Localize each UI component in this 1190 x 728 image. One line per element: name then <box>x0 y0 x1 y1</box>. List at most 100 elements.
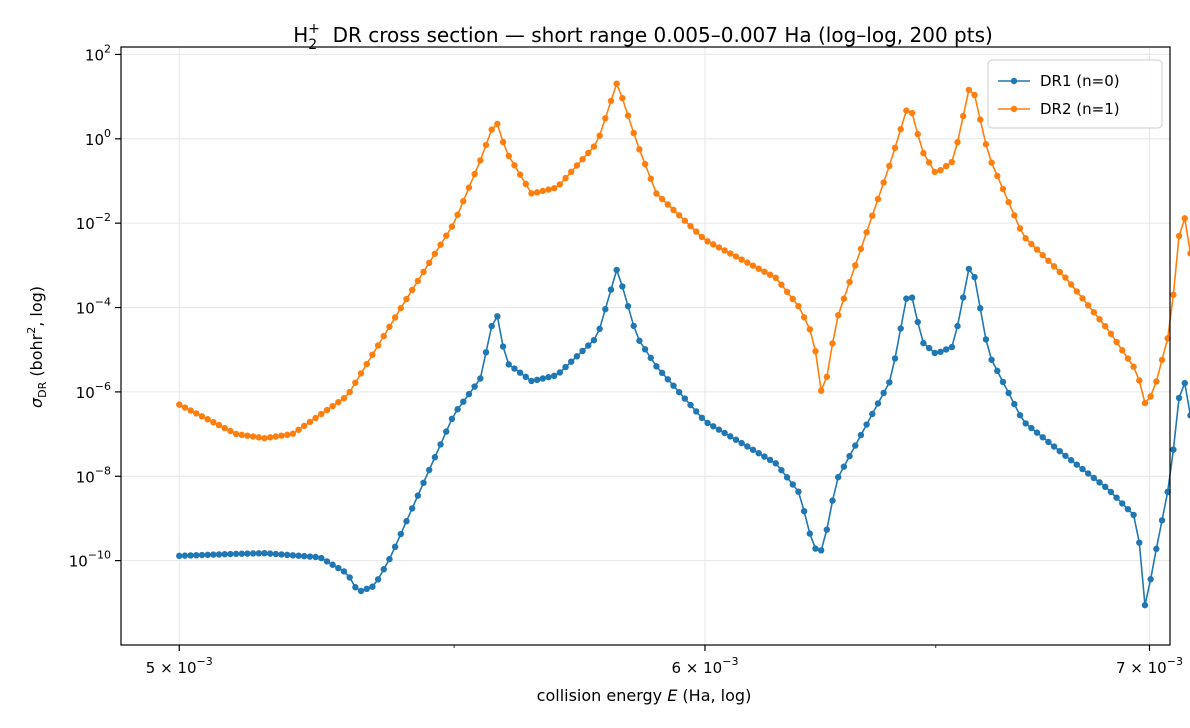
data-point <box>641 346 649 353</box>
data-point <box>613 80 620 87</box>
data-point <box>261 434 268 442</box>
data-point <box>221 424 228 432</box>
data-point <box>295 426 302 433</box>
data-point <box>352 379 359 386</box>
data-point <box>176 401 183 408</box>
data-point <box>732 436 740 443</box>
data-point <box>420 268 427 276</box>
data-point <box>585 149 592 157</box>
data-point <box>386 323 393 330</box>
data-point <box>795 488 802 495</box>
data-point <box>1181 215 1188 222</box>
data-point <box>494 313 501 320</box>
y-axis-label-superscript: 2 <box>25 327 38 334</box>
data-point <box>693 228 700 235</box>
data-point <box>329 402 336 410</box>
data-point <box>908 294 916 301</box>
data-point <box>829 497 836 504</box>
data-point <box>988 159 995 166</box>
data-point <box>675 212 683 219</box>
data-point <box>744 259 751 266</box>
data-point <box>869 212 876 219</box>
data-point <box>641 160 649 168</box>
data-point <box>1124 355 1132 362</box>
data-point <box>1153 378 1160 385</box>
data-point <box>1062 274 1069 281</box>
data-point <box>630 322 637 330</box>
data-point <box>511 365 518 372</box>
title-superscript: + <box>308 21 320 37</box>
data-point <box>658 369 666 377</box>
data-point <box>1062 452 1069 459</box>
data-point <box>681 217 689 224</box>
data-point <box>806 326 814 333</box>
data-point <box>1158 356 1166 364</box>
y-axis-label-post: , log) <box>27 286 46 327</box>
data-point <box>840 295 848 302</box>
data-point <box>1136 539 1143 546</box>
data-point <box>1011 212 1018 219</box>
data-point <box>1164 488 1171 496</box>
data-point <box>857 245 865 253</box>
data-point <box>977 305 984 312</box>
data-point <box>323 406 331 414</box>
data-point <box>829 340 836 347</box>
data-point <box>630 129 637 137</box>
data-point <box>465 184 473 191</box>
data-point <box>749 262 757 269</box>
data-point <box>823 526 831 533</box>
data-point <box>636 146 643 153</box>
data-point <box>431 454 439 461</box>
data-point <box>545 373 552 381</box>
data-point <box>403 518 410 525</box>
data-point <box>539 187 547 195</box>
data-point <box>715 426 723 433</box>
data-point <box>812 545 819 552</box>
data-point <box>914 130 921 138</box>
y-axis-label: σDR (bohr2, log) <box>25 286 49 408</box>
data-point <box>380 566 387 573</box>
data-point <box>227 550 234 558</box>
data-point <box>232 550 240 558</box>
data-point <box>1119 347 1126 354</box>
data-point <box>1033 429 1041 436</box>
data-point <box>755 450 762 457</box>
data-point <box>653 363 660 370</box>
data-point <box>846 452 853 460</box>
data-point <box>568 358 575 365</box>
data-point <box>1102 483 1109 490</box>
data-point <box>568 168 575 175</box>
data-point <box>533 376 541 384</box>
data-point <box>482 349 490 356</box>
data-point <box>301 422 308 430</box>
data-point <box>516 369 524 376</box>
x-axis-label-post: (Ha, log) <box>677 686 751 705</box>
data-point <box>346 388 353 396</box>
data-point <box>283 431 291 439</box>
data-point <box>800 507 808 515</box>
data-point <box>874 195 882 203</box>
data-point <box>755 265 762 272</box>
data-point <box>664 201 671 208</box>
data-point <box>1107 488 1115 496</box>
data-point <box>1096 479 1103 486</box>
data-point <box>971 91 978 99</box>
data-point <box>863 421 870 428</box>
data-point <box>272 433 280 440</box>
data-point <box>397 304 404 312</box>
data-point <box>1090 474 1098 482</box>
y-axis-label-mid: (bohr <box>27 333 46 381</box>
data-point <box>590 143 598 150</box>
data-point <box>624 112 632 119</box>
data-point <box>698 414 706 422</box>
data-point <box>454 406 461 413</box>
data-point <box>352 584 359 591</box>
data-point <box>482 141 490 149</box>
data-point <box>715 244 723 251</box>
data-point <box>522 373 529 381</box>
data-point <box>596 132 603 139</box>
data-point <box>732 253 740 260</box>
legend: DR1 (n=0) DR2 (n=1) <box>987 59 1163 129</box>
data-point <box>698 233 706 241</box>
data-point <box>999 185 1007 193</box>
